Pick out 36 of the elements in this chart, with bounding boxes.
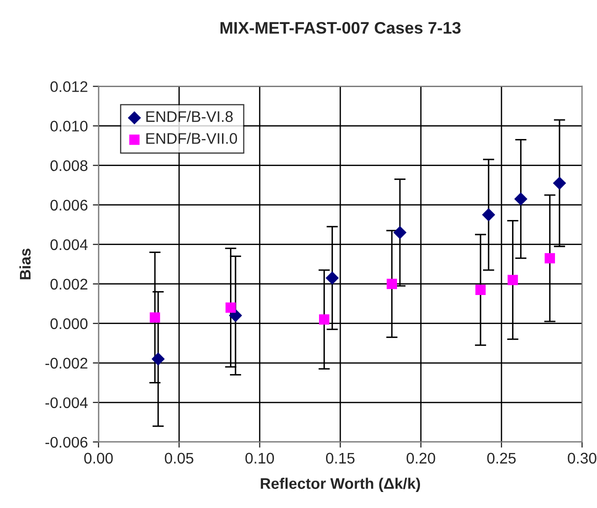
x-tick-label: 0.20 [406,452,436,464]
y-tick-label: 0.008 [50,160,88,172]
point [514,192,528,206]
x-tick-label: 0.00 [84,452,113,464]
y-axis-title: Bias [19,248,31,280]
point [152,352,165,366]
x-tick-label: 0.05 [164,452,194,464]
y-tick-label: 0.002 [50,278,88,290]
y-tick-label: 0.000 [50,318,88,330]
point [544,253,555,264]
point [552,176,566,190]
y-tick-label: -0.004 [45,397,88,408]
x-tick-label: 0.10 [245,452,274,464]
y-tick-label: -0.002 [45,358,88,369]
x-tick-label: 0.15 [326,452,355,464]
y-tick-label: 0.010 [50,120,88,132]
point [226,302,236,313]
point [319,314,330,325]
point [475,284,486,295]
legend-label: ENDF/B-VII.0 [146,132,238,144]
point [482,208,496,222]
x-tick-label: 0.30 [568,452,596,464]
y-tick-label: 0.006 [50,200,88,211]
x-axis-title: Reflector Worth (Δk/k) [260,478,420,492]
point [393,226,407,240]
point [150,312,160,323]
x-tick-label: 0.25 [487,452,516,464]
y-tick-label: -0.006 [45,436,88,448]
chart-title: MIX-MET-FAST-007 Cases 7-13 [220,22,461,34]
point [386,278,398,290]
point [326,271,339,285]
legend-label: ENDF/B-VI.8 [146,110,233,122]
point [228,308,242,322]
y-tick-label: 0.012 [50,81,88,92]
point [508,274,518,286]
y-tick-label: 0.004 [50,239,88,250]
